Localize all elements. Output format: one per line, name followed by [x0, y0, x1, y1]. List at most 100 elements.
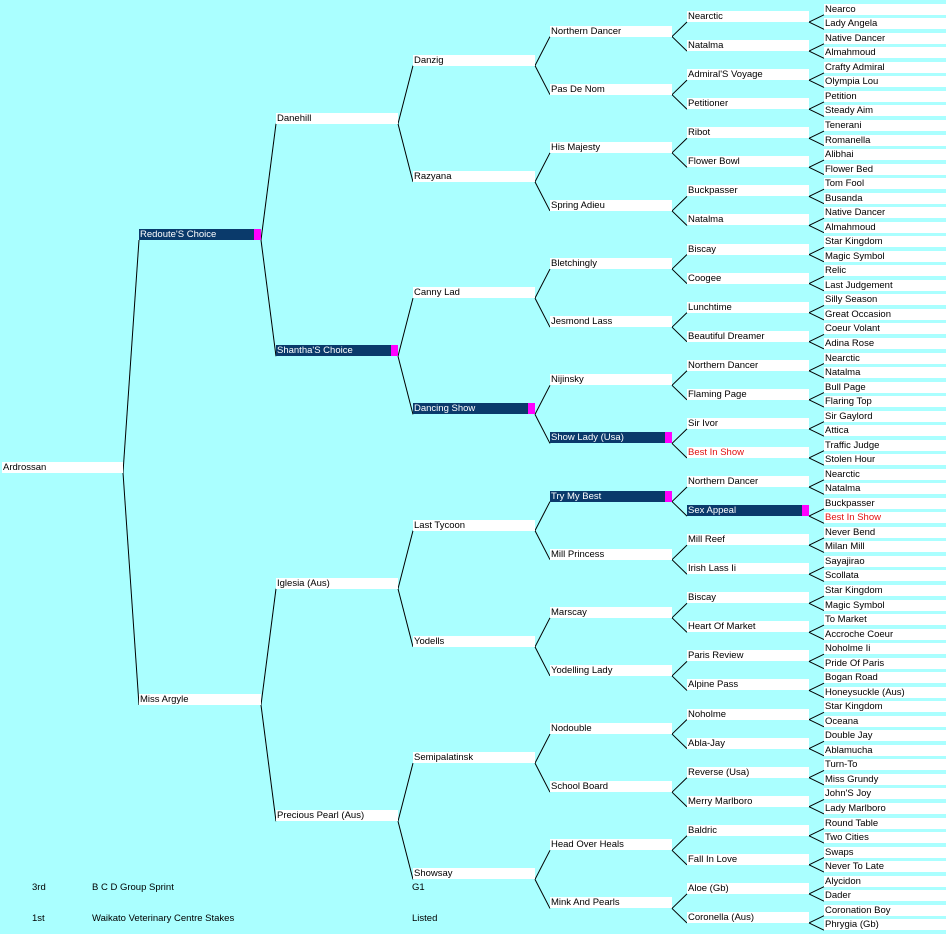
ancestor-node[interactable]: Marscay: [550, 606, 672, 618]
ancestor-node[interactable]: Sir Ivor: [687, 417, 809, 429]
ancestor-node[interactable]: Star Kingdom: [824, 236, 946, 248]
ancestor-node[interactable]: Stolen Hour: [824, 454, 946, 466]
ancestor-node[interactable]: Northern Dancer: [550, 25, 672, 37]
ancestor-node[interactable]: Coeur Volant: [824, 323, 946, 335]
ancestor-node[interactable]: Natalma: [687, 40, 809, 52]
ancestor-node[interactable]: Ribot: [687, 127, 809, 139]
ancestor-node[interactable]: Natalma: [824, 367, 946, 379]
ancestor-node[interactable]: Nearctic: [824, 468, 946, 480]
ancestor-node[interactable]: Heart Of Market: [687, 621, 809, 633]
ancestor-node[interactable]: Traffic Judge: [824, 439, 946, 451]
ancestor-node[interactable]: Coogee: [687, 272, 809, 284]
ancestor-node[interactable]: Sayajirao: [824, 555, 946, 567]
ancestor-node[interactable]: Mill Reef: [687, 534, 809, 546]
ancestor-node[interactable]: Native Dancer: [824, 32, 946, 44]
ancestor-node[interactable]: Nearctic: [824, 352, 946, 364]
ancestor-node[interactable]: Reverse (Usa): [687, 766, 809, 778]
ancestor-node[interactable]: Busanda: [824, 192, 946, 204]
ancestor-node[interactable]: Spring Adieu: [550, 199, 672, 211]
ancestor-node[interactable]: Never Bend: [824, 526, 946, 538]
ancestor-node[interactable]: Ablamucha: [824, 744, 946, 756]
ancestor-node[interactable]: Alpine Pass: [687, 679, 809, 691]
ancestor-node[interactable]: Redoute'S Choice: [139, 229, 261, 240]
ancestor-node[interactable]: Tom Fool: [824, 178, 946, 190]
ancestor-node[interactable]: Best In Show: [687, 446, 809, 458]
ancestor-node[interactable]: Oceana: [824, 715, 946, 727]
ancestor-node[interactable]: Iglesia (Aus): [276, 577, 398, 589]
subject-horse[interactable]: Ardrossan: [2, 461, 123, 473]
ancestor-node[interactable]: Biscay: [687, 592, 809, 604]
ancestor-node[interactable]: Show Lady (Usa): [550, 432, 672, 444]
ancestor-node[interactable]: Natalma: [824, 483, 946, 495]
ancestor-node[interactable]: Last Tycoon: [413, 519, 535, 531]
ancestor-node[interactable]: Showsay: [413, 868, 535, 880]
ancestor-node[interactable]: Buckpasser: [687, 185, 809, 197]
ancestor-node[interactable]: Biscay: [687, 243, 809, 255]
ancestor-node[interactable]: Miss Grundy: [824, 773, 946, 785]
ancestor-node[interactable]: Abla-Jay: [687, 737, 809, 749]
ancestor-node[interactable]: Romanella: [824, 134, 946, 146]
ancestor-node[interactable]: Olympia Lou: [824, 76, 946, 88]
ancestor-node[interactable]: Sir Gaylord: [824, 410, 946, 422]
ancestor-node[interactable]: Lunchtime: [687, 301, 809, 313]
ancestor-node[interactable]: Mink And Pearls: [550, 897, 672, 909]
ancestor-node[interactable]: Magic Symbol: [824, 599, 946, 611]
ancestor-node[interactable]: Petition: [824, 90, 946, 102]
ancestor-node[interactable]: Yodells: [413, 635, 535, 647]
ancestor-node[interactable]: Natalma: [687, 214, 809, 226]
ancestor-node[interactable]: Try My Best: [550, 490, 672, 502]
ancestor-node[interactable]: Almahmoud: [824, 47, 946, 59]
ancestor-node[interactable]: Best In Show: [824, 512, 946, 524]
ancestor-node[interactable]: Miss Argyle: [139, 694, 261, 705]
ancestor-node[interactable]: Northern Dancer: [687, 476, 809, 488]
ancestor-node[interactable]: Coronation Boy: [824, 904, 946, 916]
ancestor-node[interactable]: John'S Joy: [824, 788, 946, 800]
ancestor-node[interactable]: Steady Aim: [824, 105, 946, 117]
ancestor-node[interactable]: Yodelling Lady: [550, 664, 672, 676]
ancestor-node[interactable]: Baldric: [687, 824, 809, 836]
ancestor-node[interactable]: Aloe (Gb): [687, 882, 809, 894]
ancestor-node[interactable]: Accroche Coeur: [824, 628, 946, 640]
ancestor-node[interactable]: Beautiful Dreamer: [687, 330, 809, 342]
ancestor-node[interactable]: Nodouble: [550, 723, 672, 735]
ancestor-node[interactable]: Bull Page: [824, 381, 946, 393]
ancestor-node[interactable]: Irish Lass Ii: [687, 563, 809, 575]
ancestor-node[interactable]: Canny Lad: [413, 287, 535, 299]
ancestor-node[interactable]: Never To Late: [824, 861, 946, 873]
ancestor-node[interactable]: His Majesty: [550, 141, 672, 153]
ancestor-node[interactable]: Petitioner: [687, 98, 809, 110]
ancestor-node[interactable]: Native Dancer: [824, 207, 946, 219]
ancestor-node[interactable]: Alibhai: [824, 149, 946, 161]
ancestor-node[interactable]: Great Occasion: [824, 308, 946, 320]
ancestor-node[interactable]: Double Jay: [824, 730, 946, 742]
ancestor-node[interactable]: Scollata: [824, 570, 946, 582]
ancestor-node[interactable]: Razyana: [413, 170, 535, 182]
ancestor-node[interactable]: Milan Mill: [824, 541, 946, 553]
ancestor-node[interactable]: Silly Season: [824, 294, 946, 306]
ancestor-node[interactable]: Star Kingdom: [824, 585, 946, 597]
ancestor-node[interactable]: Pas De Nom: [550, 83, 672, 95]
ancestor-node[interactable]: Last Judgement: [824, 279, 946, 291]
ancestor-node[interactable]: Lady Angela: [824, 18, 946, 30]
ancestor-node[interactable]: Fall In Love: [687, 853, 809, 865]
ancestor-node[interactable]: Head Over Heals: [550, 839, 672, 851]
ancestor-node[interactable]: Alycidon: [824, 875, 946, 887]
ancestor-node[interactable]: Flaring Top: [824, 396, 946, 408]
ancestor-node[interactable]: Danzig: [413, 54, 535, 66]
ancestor-node[interactable]: To Market: [824, 614, 946, 626]
ancestor-node[interactable]: School Board: [550, 781, 672, 793]
ancestor-node[interactable]: Relic: [824, 265, 946, 277]
ancestor-node[interactable]: Nearco: [824, 3, 946, 15]
ancestor-node[interactable]: Flaming Page: [687, 388, 809, 400]
ancestor-node[interactable]: Flower Bed: [824, 163, 946, 175]
ancestor-node[interactable]: Adina Rose: [824, 337, 946, 349]
ancestor-node[interactable]: Phrygia (Gb): [824, 919, 946, 931]
ancestor-node[interactable]: Two Cities: [824, 832, 946, 844]
ancestor-node[interactable]: Shantha'S Choice: [276, 345, 398, 357]
ancestor-node[interactable]: Paris Review: [687, 650, 809, 662]
ancestor-node[interactable]: Danehill: [276, 112, 398, 124]
ancestor-node[interactable]: Dancing Show: [413, 403, 535, 415]
ancestor-node[interactable]: Swaps: [824, 846, 946, 858]
ancestor-node[interactable]: Dader: [824, 890, 946, 902]
ancestor-node[interactable]: Nearctic: [687, 11, 809, 23]
